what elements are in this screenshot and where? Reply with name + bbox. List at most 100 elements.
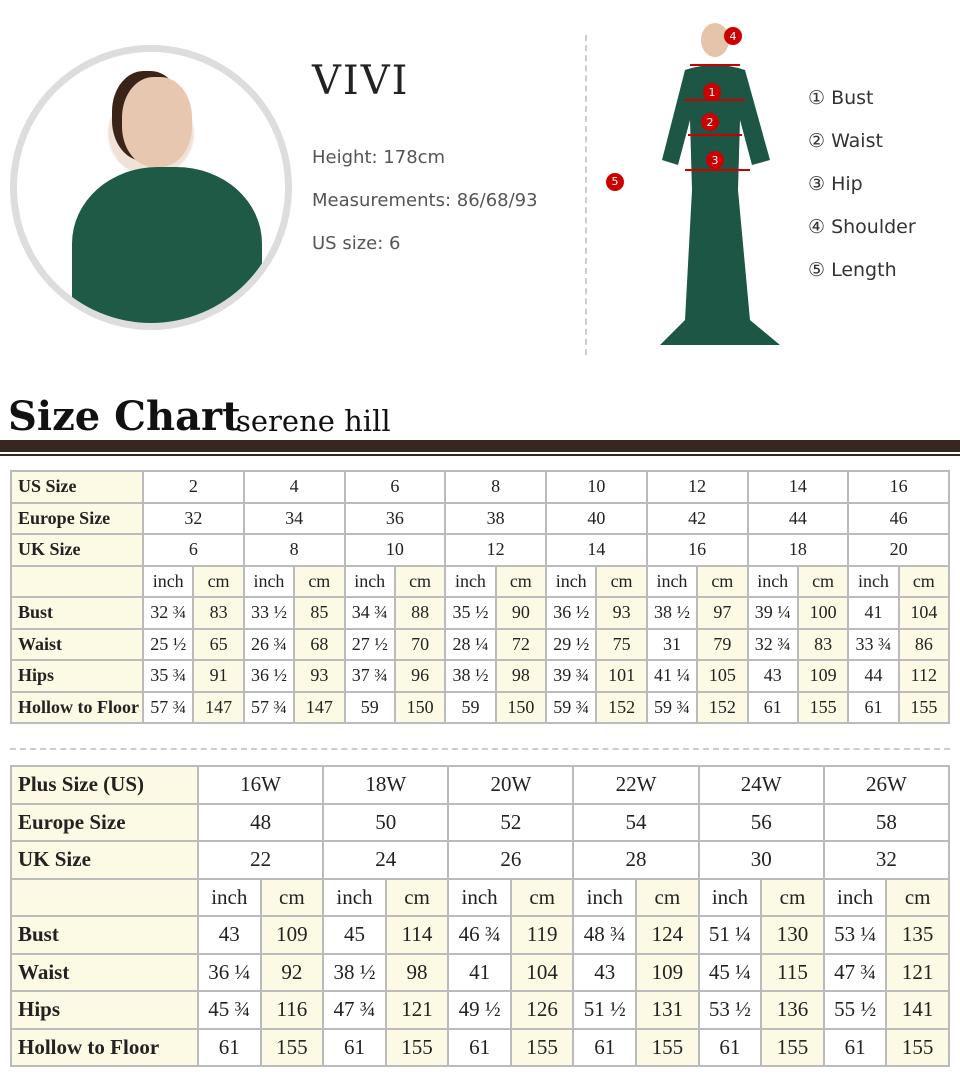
inch-value: 57 ¾ xyxy=(242,690,296,724)
inch-value: 53 ¼ xyxy=(822,915,888,955)
cm-value: 155 xyxy=(509,1027,575,1067)
inch-value: 43 xyxy=(197,915,262,955)
size-cell: 2 xyxy=(142,470,245,504)
inch-value: 31 xyxy=(645,627,699,661)
inch-value: 43 xyxy=(572,952,638,992)
svg-text:3: 3 xyxy=(712,154,719,167)
inch-value: 28 ¼ xyxy=(444,627,497,661)
cm-value: 109 xyxy=(635,952,700,992)
measurement-diagram: 4 1 2 3 xyxy=(660,23,780,345)
unit-inch: inch xyxy=(444,564,497,598)
size-row: Plus Size (US) 16W 18W 20W 22W 24W 26W xyxy=(10,765,951,805)
cm-value: 97 xyxy=(696,596,749,630)
cm-value: 91 xyxy=(192,659,245,693)
cm-value: 109 xyxy=(796,659,850,693)
unit-cm: cm xyxy=(897,564,951,598)
plus-size-table: Plus Size (US) 16W 18W 20W 22W 24W 26W Europe S… xyxy=(10,765,951,1067)
size-cell: 26 xyxy=(447,840,575,880)
cm-value: 150 xyxy=(393,690,447,724)
cm-value: 155 xyxy=(885,1027,950,1067)
inch-value: 32 ¾ xyxy=(141,596,195,630)
cm-value: 93 xyxy=(595,596,648,630)
unit-inch: inch xyxy=(197,877,262,917)
svg-text:4: 4 xyxy=(730,30,737,43)
row-label xyxy=(10,877,199,917)
cm-value: 155 xyxy=(384,1027,450,1067)
size-cell: 30 xyxy=(697,840,825,880)
cm-value: 155 xyxy=(635,1027,700,1067)
unit-inch: inch xyxy=(697,877,763,917)
size-cell: 8 xyxy=(242,533,346,567)
cm-value: 105 xyxy=(696,659,749,693)
size-cell: 4 xyxy=(242,470,346,504)
row-label: Hips xyxy=(10,659,144,693)
unit-cm: cm xyxy=(259,877,325,917)
size-cell: 20W xyxy=(447,765,575,805)
row-label: UK Size xyxy=(10,840,199,880)
inch-value: 41 xyxy=(447,952,512,992)
row-label xyxy=(10,564,144,598)
size-cell: 44 xyxy=(746,501,850,535)
inch-value: 38 ½ xyxy=(645,596,699,630)
size-row: Europe Size 48 50 52 54 56 58 xyxy=(10,802,951,842)
inch-value: 48 ¾ xyxy=(572,915,638,955)
legend-waist: ② Waist xyxy=(808,130,883,152)
unit-cm: cm xyxy=(595,564,648,598)
unit-cm: cm xyxy=(393,564,447,598)
inch-value: 49 ½ xyxy=(447,990,512,1030)
cm-value: 92 xyxy=(259,952,325,992)
cm-value: 100 xyxy=(796,596,850,630)
inch-value: 32 ¾ xyxy=(746,627,799,661)
inch-value: 61 xyxy=(197,1027,262,1067)
size-cell: 36 xyxy=(343,501,447,535)
inch-value: 61 xyxy=(746,690,799,724)
cm-value: 70 xyxy=(393,627,447,661)
inch-value: 51 ¼ xyxy=(697,915,763,955)
inch-value: 61 xyxy=(822,1027,888,1067)
size-cell: 52 xyxy=(447,802,575,842)
unit-inch: inch xyxy=(572,877,638,917)
cm-value: 124 xyxy=(635,915,700,955)
measurement-row: Hollow to Floor 61 155 61 155 61 155 61 155 61 155… xyxy=(10,1027,950,1067)
size-cell: 48 xyxy=(196,802,325,842)
inch-value: 45 xyxy=(322,915,387,955)
cm-value: 116 xyxy=(259,990,325,1030)
cm-value: 104 xyxy=(897,596,951,630)
inch-value: 59 ¾ xyxy=(544,690,598,724)
row-label: Europe Size xyxy=(10,501,144,535)
cm-value: 112 xyxy=(897,659,951,693)
row-label: Hips xyxy=(10,990,199,1030)
cm-value: 101 xyxy=(595,659,648,693)
unit-cm: cm xyxy=(509,877,575,917)
brand-name: serene hill xyxy=(236,404,391,438)
inch-value: 61 xyxy=(847,690,900,724)
inch-value: 53 ½ xyxy=(697,990,763,1030)
inch-value: 36 ¼ xyxy=(197,952,262,992)
measurement-row: Waist 36 ¼ 92 38 ½ 98 41 104 43 109 45 ¼ 115 47 ¾ 12… xyxy=(10,952,950,992)
size-cell: 6 xyxy=(142,533,245,567)
size-row: US Size 2 4 6 8 10 12 14 16 xyxy=(10,470,950,504)
cm-value: 152 xyxy=(696,690,749,724)
measurement-row: Waist 25 ½ 65 26 ¾ 68 27 ½ 70 28 ¼ 72 29 ½ 75 31 79 3… xyxy=(10,627,951,661)
size-cell: 18 xyxy=(746,533,850,567)
inch-value: 36 ½ xyxy=(242,659,296,693)
inch-value: 47 ¾ xyxy=(822,952,888,992)
unit-cm: cm xyxy=(384,877,450,917)
size-cell: 10 xyxy=(343,533,447,567)
svg-text:1: 1 xyxy=(709,86,716,99)
size-cell: 50 xyxy=(322,802,450,842)
row-label: Hollow to Floor xyxy=(10,690,144,724)
cm-value: 83 xyxy=(796,627,850,661)
inch-value: 37 ¾ xyxy=(343,659,396,693)
cm-value: 68 xyxy=(293,627,346,661)
unit-inch: inch xyxy=(141,564,195,598)
size-cell: 6 xyxy=(343,470,447,504)
size-cell: 32 xyxy=(142,501,245,535)
size-cell: 24W xyxy=(697,765,825,805)
row-label: Bust xyxy=(10,596,144,630)
cm-value: 135 xyxy=(885,915,950,955)
size-cell: 54 xyxy=(572,802,700,842)
cm-value: 155 xyxy=(897,690,951,724)
inch-value: 25 ½ xyxy=(141,627,195,661)
